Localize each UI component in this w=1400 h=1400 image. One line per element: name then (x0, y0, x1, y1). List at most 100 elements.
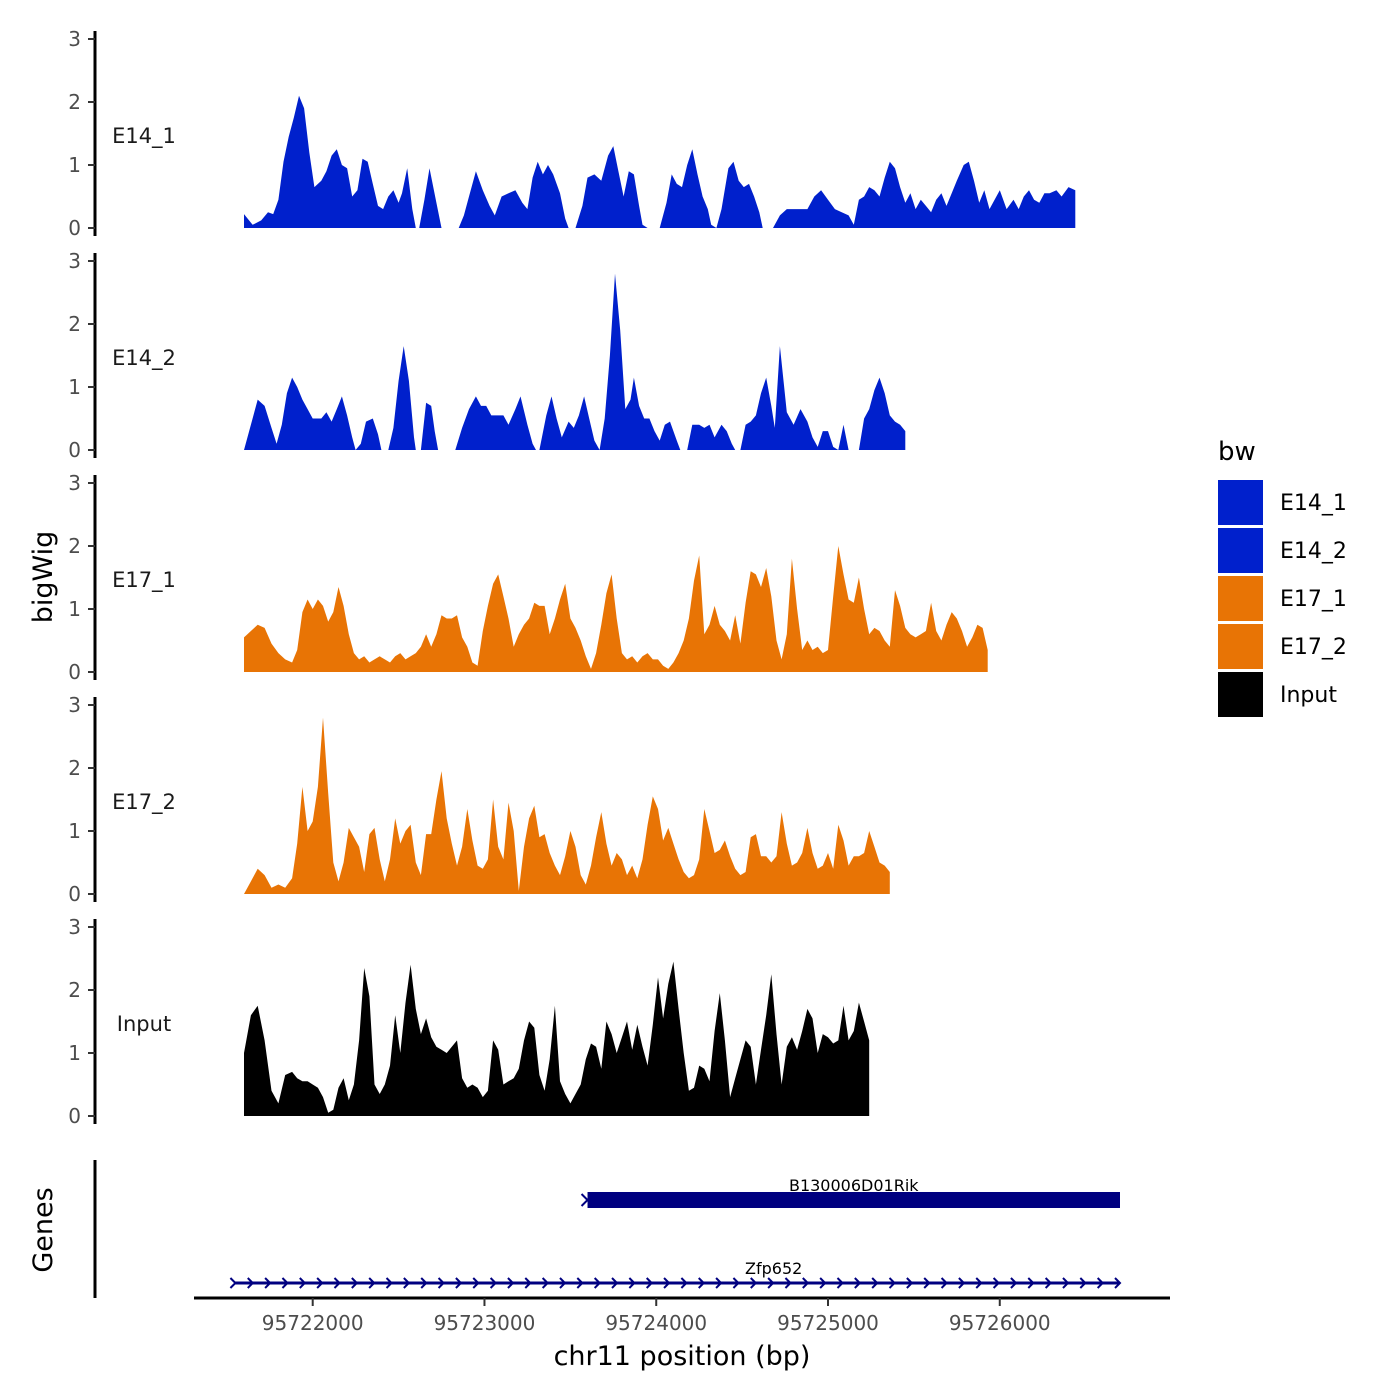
y-tick-label: 0 (68, 438, 81, 462)
y-tick-label: 0 (68, 216, 81, 240)
strand-arrow (611, 1277, 619, 1289)
strand-arrow (576, 1277, 584, 1289)
strand-arrow (524, 1277, 532, 1289)
strand-arrow (767, 1277, 775, 1289)
gene-zfp652: Zfp652 (229, 1259, 1122, 1289)
strand-arrow (888, 1277, 896, 1289)
x-tick-label: 95726000 (949, 1311, 1051, 1335)
track-e14-2: 0 1 2 3 E14_2 (68, 249, 906, 462)
strand-arrow (333, 1277, 341, 1289)
strand-arrow (1062, 1277, 1070, 1289)
y-tick-label: 2 (68, 534, 81, 558)
strand-arrow (628, 1277, 636, 1289)
track-label: E17_2 (112, 790, 176, 815)
genes-axis-title: Genes (28, 1187, 59, 1272)
legend-swatch (1218, 528, 1263, 573)
strand-arrow (958, 1277, 966, 1289)
legend-swatch (1218, 576, 1263, 621)
signal-area (244, 546, 988, 672)
strand-arrow (247, 1277, 255, 1289)
strand-arrow (645, 1277, 654, 1289)
legend-label: Input (1280, 683, 1337, 708)
strand-arrow (854, 1277, 862, 1289)
strand-arrow (299, 1277, 307, 1289)
track-label: E17_1 (112, 568, 176, 593)
strand-arrow (802, 1277, 810, 1289)
strand-arrow (992, 1277, 1001, 1289)
strand-arrow (507, 1277, 515, 1289)
gene-label: B130006D01Rik (789, 1176, 919, 1195)
legend-title: bw (1218, 437, 1256, 467)
y-tick-label: 0 (68, 660, 81, 684)
y-tick-label: 1 (68, 819, 81, 843)
track-label: E14_2 (112, 346, 176, 371)
gene-label: Zfp652 (745, 1259, 802, 1278)
strand-arrow (281, 1277, 289, 1289)
gene-b130006d01rik: B130006D01Rik (580, 1176, 1120, 1208)
strand-arrow (923, 1277, 931, 1289)
strand-arrow (455, 1277, 463, 1289)
legend-label: E17_2 (1280, 635, 1347, 660)
track-e17-1: 0 1 2 3 E17_1 (68, 471, 988, 684)
strand-arrow (437, 1277, 445, 1289)
y-tick-label: 2 (68, 90, 81, 114)
legend-label: E14_2 (1280, 539, 1347, 564)
strand-arrow (906, 1277, 914, 1289)
signal-area (244, 717, 890, 894)
strand-arrow (351, 1277, 359, 1289)
strand-arrow (1044, 1277, 1053, 1289)
signal-area (244, 961, 870, 1116)
gene-track: B130006D01Rik Zfp652 (93, 1160, 1122, 1298)
x-tick-label: 95722000 (262, 1311, 364, 1335)
x-axis-title: chr11 position (bp) (554, 1341, 811, 1372)
y-tick-label: 2 (68, 756, 81, 780)
strand-arrow (316, 1277, 324, 1289)
strand-arrow (940, 1277, 948, 1289)
strand-arrow (403, 1277, 411, 1289)
y-tick-label: 1 (68, 597, 81, 621)
legend-swatch (1218, 624, 1263, 669)
y-tick-label: 2 (68, 978, 81, 1002)
strand-arrow (1027, 1277, 1035, 1289)
track-label: Input (117, 1012, 171, 1036)
strand-arrow (580, 1193, 589, 1207)
strand-arrow (489, 1277, 497, 1289)
strand-arrow (680, 1277, 688, 1289)
strand-arrow (368, 1277, 376, 1289)
strand-arrow (593, 1277, 602, 1289)
strand-arrow (732, 1277, 740, 1289)
strand-arrow (229, 1277, 237, 1289)
legend-label: E17_1 (1280, 587, 1347, 612)
strand-arrow (819, 1277, 827, 1289)
strand-arrow (541, 1277, 550, 1289)
y-tick-label: 3 (68, 27, 81, 51)
strand-arrow (784, 1277, 792, 1289)
y-tick-label: 1 (68, 375, 81, 399)
strand-arrow (1096, 1277, 1105, 1289)
track-e17-2: 0 1 2 3 E17_2 (68, 693, 890, 906)
track-label: E14_1 (112, 124, 176, 149)
y-tick-label: 3 (68, 249, 81, 273)
strand-arrow (1010, 1277, 1018, 1289)
strand-arrow (559, 1277, 567, 1289)
legend-label: E14_1 (1280, 491, 1347, 516)
y-tick-label: 2 (68, 312, 81, 336)
strand-arrow (1114, 1277, 1122, 1289)
signal-tracks: 0 1 2 3 E14_1 0 1 2 3 E14_2 0 1 2 3 E17_1 0 1 2 3 E17_2 0 1 2 3… (68, 27, 1076, 1128)
strand-arrow (385, 1277, 393, 1289)
strand-arrow (836, 1277, 844, 1289)
legend-swatch (1218, 672, 1263, 717)
strand-arrow (715, 1277, 723, 1289)
y-axis-title: bigWig (28, 531, 59, 624)
strand-arrow (663, 1277, 671, 1289)
strand-arrow (1079, 1277, 1087, 1289)
y-tick-label: 3 (68, 915, 81, 939)
strand-arrow (472, 1277, 480, 1289)
x-tick-label: 95723000 (434, 1311, 536, 1335)
signal-area (244, 95, 1076, 228)
legend-swatch (1218, 480, 1263, 525)
x-tick-label: 95724000 (605, 1311, 707, 1335)
y-tick-label: 0 (68, 1104, 81, 1128)
track-e14-1: 0 1 2 3 E14_1 (68, 27, 1076, 240)
